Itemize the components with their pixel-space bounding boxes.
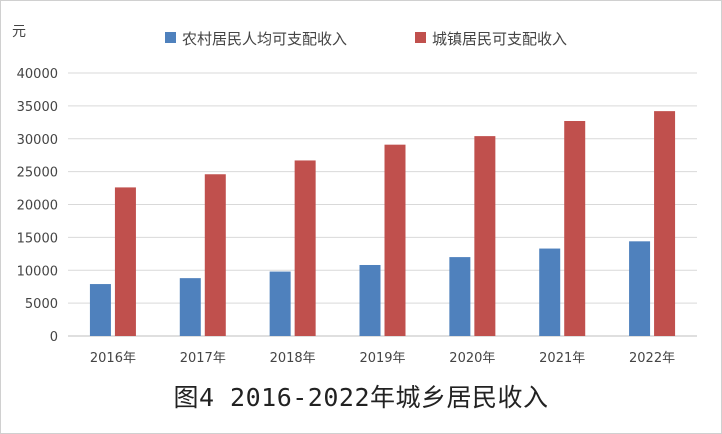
y-axis-unit-label: 元 [12,24,26,40]
y-tick-label: 5000 [25,297,58,312]
y-tick-label: 35000 [17,100,58,115]
gridlines [68,72,697,337]
bar-rural-5 [449,257,471,336]
y-tick-label: 10000 [17,264,58,279]
x-tick-label: 2019年 [359,351,405,366]
y-tick-label: 15000 [17,231,58,246]
y-tick-label: 20000 [17,199,58,214]
bar-urban-1 [114,187,136,336]
bar-rural-1 [89,284,111,336]
x-tick-label: 2022年 [629,351,675,366]
legend: 农村居民人均可支配收入 城镇居民可支配收入 [165,30,567,48]
bar-urban-3 [294,160,316,336]
x-axis-ticks: 2016年 2017年 2018年 2019年 2020年 2021年 2022年 [90,351,675,366]
bar-rural-6 [539,248,561,336]
x-tick-label: 2016年 [90,351,136,366]
x-tick-label: 2018年 [270,351,316,366]
legend-label: 城镇居民可支配收入 [432,30,567,48]
bar-urban-6 [564,120,586,336]
bars [89,111,676,336]
y-tick-label: 25000 [17,166,58,181]
legend-label: 农村居民人均可支配收入 [182,30,347,48]
legend-swatch [165,32,176,43]
y-axis-ticks: 0 5000 10000 15000 20000 25000 30000 35000 40000 [17,67,58,345]
legend-swatch [415,32,426,43]
y-tick-label: 40000 [17,67,58,82]
bar-rural-7 [629,241,651,336]
bar-urban-5 [474,136,496,336]
bar-rural-4 [359,264,381,336]
x-tick-label: 2021年 [539,351,585,366]
bar-urban-7 [654,111,676,336]
bar-urban-4 [384,144,406,336]
x-tick-label: 2020年 [449,351,495,366]
bar-urban-2 [204,174,226,336]
y-tick-label: 30000 [17,133,58,148]
y-tick-label: 0 [50,330,58,345]
bar-rural-3 [269,271,291,336]
x-tick-label: 2017年 [180,351,226,366]
figure-title: 图4 2016-2022年城乡居民收入 [173,383,549,412]
bar-rural-2 [179,278,201,336]
